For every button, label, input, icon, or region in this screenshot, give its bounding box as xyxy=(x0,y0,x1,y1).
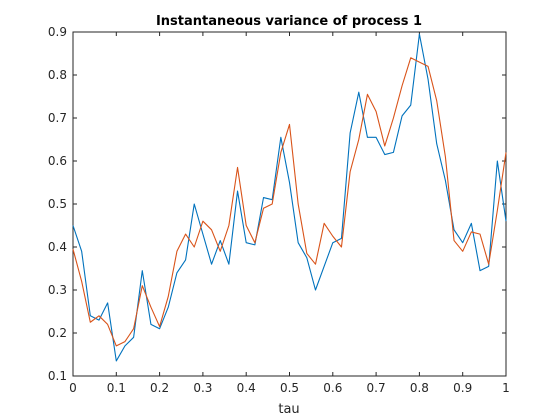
x-tick-label: 0.2 xyxy=(150,381,169,395)
x-tick-label: 0.4 xyxy=(237,381,256,395)
x-tick-label: 0.6 xyxy=(323,381,342,395)
y-tick-label: 0.7 xyxy=(48,111,67,125)
x-tick-label: 0.7 xyxy=(367,381,386,395)
series-group xyxy=(72,33,507,362)
x-tick-label: 0.5 xyxy=(280,381,299,395)
plot-area xyxy=(72,31,507,377)
x-tick-label: 1 xyxy=(502,381,510,395)
y-tick-label: 0.2 xyxy=(48,326,67,340)
x-tick-label: 0.9 xyxy=(453,381,472,395)
y-tick-label: 0.4 xyxy=(48,240,67,254)
y-tick-label: 0.3 xyxy=(48,283,67,297)
axis-group: 0 0.1 0.2 0.3 0.4 0.5 0.6 0.7 0.8 0.9 10.10.20.30.… xyxy=(48,25,510,395)
x-axis-label: tau xyxy=(278,402,299,417)
chart-title: Instantaneous variance of process 1 xyxy=(156,14,422,29)
x-tick-label: 0.1 xyxy=(107,381,126,395)
y-tick-label: 0.6 xyxy=(48,154,67,168)
y-tick-label: 0.5 xyxy=(48,197,67,211)
y-tick-label: 0.1 xyxy=(48,369,67,383)
series-line-2 xyxy=(72,57,507,347)
x-tick-label: 0.8 xyxy=(410,381,429,395)
y-tick-label: 0.9 xyxy=(48,25,67,39)
y-tick-label: 0.8 xyxy=(48,68,67,82)
x-tick-label: 0.3 xyxy=(193,381,212,395)
x-tick-label: 0 xyxy=(69,381,77,395)
series-line-1 xyxy=(72,33,507,362)
